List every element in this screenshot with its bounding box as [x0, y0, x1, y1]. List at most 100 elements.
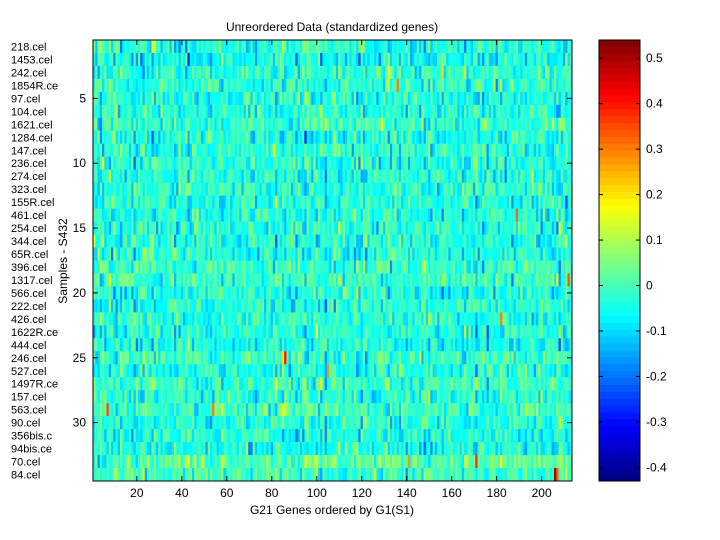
heatmap-cell	[374, 117, 377, 132]
heatmap-cell	[122, 325, 125, 339]
heatmap-cell	[212, 247, 215, 261]
heatmap-cell	[223, 299, 227, 313]
heatmap-cell	[117, 65, 121, 80]
heatmap-cell	[299, 338, 303, 352]
heatmap-cell	[504, 312, 508, 326]
heatmap-cell	[169, 65, 173, 80]
heatmap-cell	[160, 325, 164, 339]
heatmap-cell	[479, 247, 483, 261]
heatmap-cell	[441, 40, 445, 54]
heatmap-cell	[569, 169, 573, 184]
heatmap-cell	[223, 234, 227, 248]
heatmap-cell	[176, 130, 179, 145]
heatmap-cell	[308, 143, 312, 158]
heatmap-cell	[142, 65, 146, 80]
heatmap-cell	[477, 182, 481, 196]
heatmap-cell	[126, 338, 130, 352]
heatmap-cell	[169, 208, 173, 222]
heatmap-cell	[110, 143, 114, 158]
heatmap-cell	[200, 195, 204, 209]
heatmap-cell	[405, 234, 409, 248]
heatmap-cell	[349, 325, 352, 339]
heatmap-cell	[313, 169, 316, 184]
heatmap-cell	[500, 312, 503, 326]
heatmap-cell	[133, 65, 137, 80]
heatmap-cell	[387, 325, 391, 339]
heatmap-cell	[194, 299, 197, 313]
heatmap-cell	[142, 312, 146, 326]
heatmap-cell	[554, 78, 557, 93]
heatmap-cell	[403, 195, 406, 209]
heatmap-cell	[477, 91, 481, 106]
heatmap-cell	[502, 325, 505, 339]
heatmap-cell	[187, 325, 191, 339]
heatmap-cell	[102, 299, 105, 313]
heatmap-cell	[518, 91, 521, 106]
heatmap-cell	[461, 221, 465, 235]
heatmap-cell	[479, 40, 483, 54]
heatmap-cell	[93, 312, 96, 326]
heatmap-cell	[135, 299, 139, 313]
heatmap-cell	[511, 208, 514, 222]
heatmap-cell	[266, 325, 269, 339]
heatmap-cell	[142, 247, 146, 261]
heatmap-cell	[414, 286, 418, 300]
heatmap-cell	[457, 156, 460, 171]
heatmap-cell	[497, 40, 501, 54]
heatmap-cell	[225, 247, 229, 261]
heatmap-cell	[443, 273, 447, 287]
heatmap-cell	[556, 208, 559, 222]
heatmap-cell	[268, 156, 272, 171]
heatmap-cell	[198, 156, 202, 171]
heatmap-cell	[106, 78, 110, 93]
heatmap-cell	[392, 234, 395, 248]
heatmap-cell	[209, 169, 213, 184]
heatmap-cell	[320, 78, 323, 93]
heatmap-cell	[146, 65, 150, 80]
heatmap-cell	[515, 52, 519, 67]
heatmap-cell	[446, 260, 449, 274]
heatmap-cell	[567, 299, 571, 313]
heatmap-cell	[128, 182, 132, 196]
heatmap-cell	[551, 286, 555, 300]
heatmap-cell	[322, 260, 325, 274]
heatmap-cell	[189, 156, 193, 171]
heatmap-cell	[299, 104, 303, 119]
heatmap-cell	[122, 117, 125, 132]
heatmap-cell	[182, 286, 186, 300]
heatmap-cell	[477, 52, 481, 67]
heatmap-cell	[329, 286, 332, 300]
heatmap-cell	[335, 78, 339, 93]
heatmap-cell	[383, 247, 386, 261]
heatmap-cell	[356, 91, 359, 106]
heatmap-cell	[342, 273, 346, 287]
heatmap-cell	[200, 65, 204, 80]
heatmap-cell	[347, 52, 350, 67]
heatmap-cell	[567, 260, 571, 274]
heatmap-cell	[299, 299, 303, 313]
heatmap-cell	[479, 273, 483, 287]
heatmap-cell	[284, 182, 287, 196]
heatmap-cell	[351, 325, 355, 339]
heatmap-cell	[545, 234, 548, 248]
heatmap-cell	[437, 260, 440, 274]
heatmap-cell	[252, 260, 256, 274]
heatmap-cell	[457, 91, 460, 106]
heatmap-cell	[416, 117, 420, 132]
heatmap-cell	[542, 156, 546, 171]
heatmap-cell	[212, 208, 215, 222]
heatmap-cell	[302, 234, 305, 248]
heatmap-cell	[117, 117, 121, 132]
heatmap-cell	[520, 65, 523, 80]
heatmap-cell	[367, 156, 370, 171]
heatmap-cell	[108, 104, 112, 119]
heatmap-cell	[421, 91, 424, 106]
heatmap-cell	[272, 169, 276, 184]
heatmap-cell	[308, 325, 312, 339]
heatmap-cell	[493, 182, 496, 196]
heatmap-cell	[119, 91, 123, 106]
heatmap-cell	[164, 130, 168, 145]
heatmap-cell	[234, 338, 238, 352]
heatmap-cell	[164, 104, 168, 119]
heatmap-cell	[482, 247, 485, 261]
